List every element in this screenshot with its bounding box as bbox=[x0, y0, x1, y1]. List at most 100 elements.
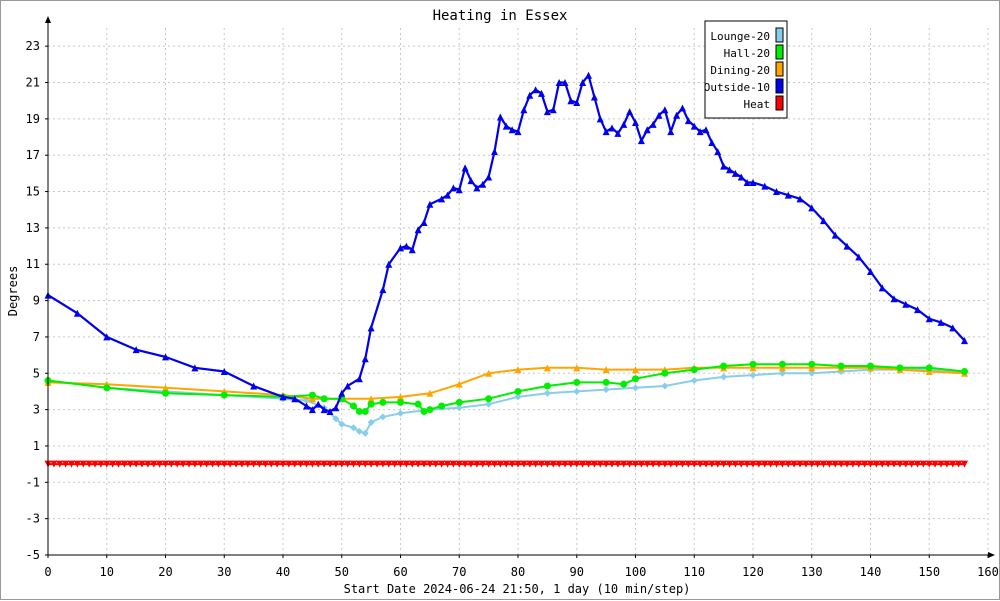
data-point-heat bbox=[50, 460, 58, 468]
data-point-heat bbox=[890, 460, 898, 468]
data-point-heat bbox=[925, 460, 933, 468]
data-point-hall bbox=[361, 407, 369, 415]
data-point-heat bbox=[285, 460, 293, 468]
data-point-heat bbox=[720, 460, 728, 468]
data-point-heat bbox=[56, 460, 64, 468]
data-point-heat bbox=[661, 460, 669, 468]
data-point-heat bbox=[273, 460, 281, 468]
data-point-hall bbox=[602, 378, 610, 386]
data-point-lounge bbox=[749, 371, 757, 379]
data-point-heat bbox=[91, 460, 99, 468]
data-point-outside bbox=[820, 217, 827, 225]
data-point-outside bbox=[843, 242, 851, 250]
data-point-heat bbox=[179, 460, 187, 468]
y-tick-label: 23 bbox=[26, 39, 40, 53]
data-point-heat bbox=[244, 460, 252, 468]
y-tick-label: 9 bbox=[33, 294, 40, 308]
data-point-heat bbox=[931, 460, 939, 468]
data-point-heat bbox=[496, 460, 504, 468]
data-point-outside bbox=[508, 126, 516, 134]
data-point-outside bbox=[496, 113, 504, 121]
data-point-heat bbox=[232, 460, 240, 468]
data-point-outside bbox=[543, 108, 551, 116]
data-point-heat bbox=[737, 460, 745, 468]
data-point-outside bbox=[620, 120, 628, 128]
data-point-lounge bbox=[661, 382, 669, 390]
data-point-outside bbox=[708, 138, 716, 146]
data-point-heat bbox=[267, 460, 275, 468]
data-point-outside bbox=[796, 195, 804, 203]
data-point-dining bbox=[808, 364, 816, 372]
data-point-outside bbox=[467, 177, 475, 185]
data-point-outside bbox=[538, 89, 545, 97]
data-point-outside bbox=[426, 200, 434, 208]
data-point-outside bbox=[344, 382, 352, 390]
data-point-heat bbox=[379, 460, 387, 468]
data-point-heat bbox=[173, 460, 181, 468]
data-point-lounge bbox=[455, 404, 463, 412]
data-point-hall bbox=[426, 406, 434, 414]
legend-swatch-lounge bbox=[775, 27, 784, 43]
data-point-heat bbox=[855, 460, 863, 468]
series-layer bbox=[44, 71, 968, 468]
axis-layer: 0 10 20 30 40 50 60 70 80 90 100 110 120 130 140 150 160… bbox=[26, 16, 999, 579]
data-point-heat bbox=[514, 460, 522, 468]
data-point-hall bbox=[573, 378, 581, 386]
y-tick-label: 21 bbox=[26, 76, 40, 90]
data-point-heat bbox=[291, 460, 299, 468]
data-point-heat bbox=[632, 460, 639, 468]
data-point-heat bbox=[690, 460, 698, 468]
data-point-heat bbox=[314, 460, 322, 468]
data-point-outside bbox=[878, 284, 886, 292]
x-tick-label: 70 bbox=[452, 565, 466, 579]
legend-swatch-heat bbox=[775, 95, 784, 111]
data-point-heat bbox=[138, 460, 146, 468]
series-outside bbox=[44, 71, 968, 415]
data-point-heat bbox=[461, 460, 469, 468]
data-point-hall bbox=[661, 369, 669, 377]
data-point-heat bbox=[808, 460, 816, 468]
data-point-outside bbox=[855, 253, 863, 261]
data-point-heat bbox=[778, 460, 786, 468]
data-point-outside bbox=[702, 126, 710, 134]
x-tick-label: 90 bbox=[570, 565, 584, 579]
data-point-outside bbox=[773, 188, 780, 196]
data-point-heat bbox=[943, 460, 951, 468]
data-point-outside bbox=[379, 286, 387, 294]
data-point-outside bbox=[444, 191, 451, 199]
data-point-heat bbox=[696, 460, 704, 468]
data-point-heat bbox=[226, 460, 234, 468]
data-point-dining bbox=[162, 384, 169, 392]
data-point-heat bbox=[85, 460, 93, 468]
data-point-outside bbox=[684, 117, 692, 125]
data-point-heat bbox=[62, 460, 70, 468]
y-tick-label: 11 bbox=[26, 257, 40, 271]
data-point-heat bbox=[872, 460, 880, 468]
data-point-outside bbox=[961, 337, 968, 345]
data-point-outside bbox=[355, 375, 363, 383]
data-point-heat bbox=[449, 460, 457, 468]
data-point-heat bbox=[684, 460, 692, 468]
y-tick-label: 15 bbox=[26, 185, 40, 199]
data-point-heat bbox=[884, 460, 892, 468]
data-point-heat bbox=[279, 460, 287, 468]
data-point-outside bbox=[714, 148, 722, 156]
y-tick-label: -3 bbox=[26, 512, 40, 526]
data-point-heat bbox=[473, 460, 481, 468]
data-point-outside bbox=[608, 124, 616, 132]
data-point-lounge bbox=[485, 400, 493, 408]
data-point-heat bbox=[784, 460, 792, 468]
data-point-heat bbox=[908, 460, 916, 468]
data-point-outside bbox=[902, 300, 910, 308]
data-point-outside bbox=[784, 191, 792, 199]
data-point-heat bbox=[914, 460, 921, 468]
data-point-outside bbox=[808, 204, 816, 212]
data-point-outside bbox=[925, 315, 933, 323]
legend-label-dining: Dining-20 bbox=[710, 64, 770, 77]
data-point-heat bbox=[643, 460, 651, 468]
data-point-outside bbox=[303, 402, 310, 410]
data-point-heat bbox=[585, 460, 592, 468]
data-point-hall bbox=[397, 398, 404, 406]
data-point-outside bbox=[438, 195, 446, 203]
data-point-heat bbox=[796, 460, 804, 468]
